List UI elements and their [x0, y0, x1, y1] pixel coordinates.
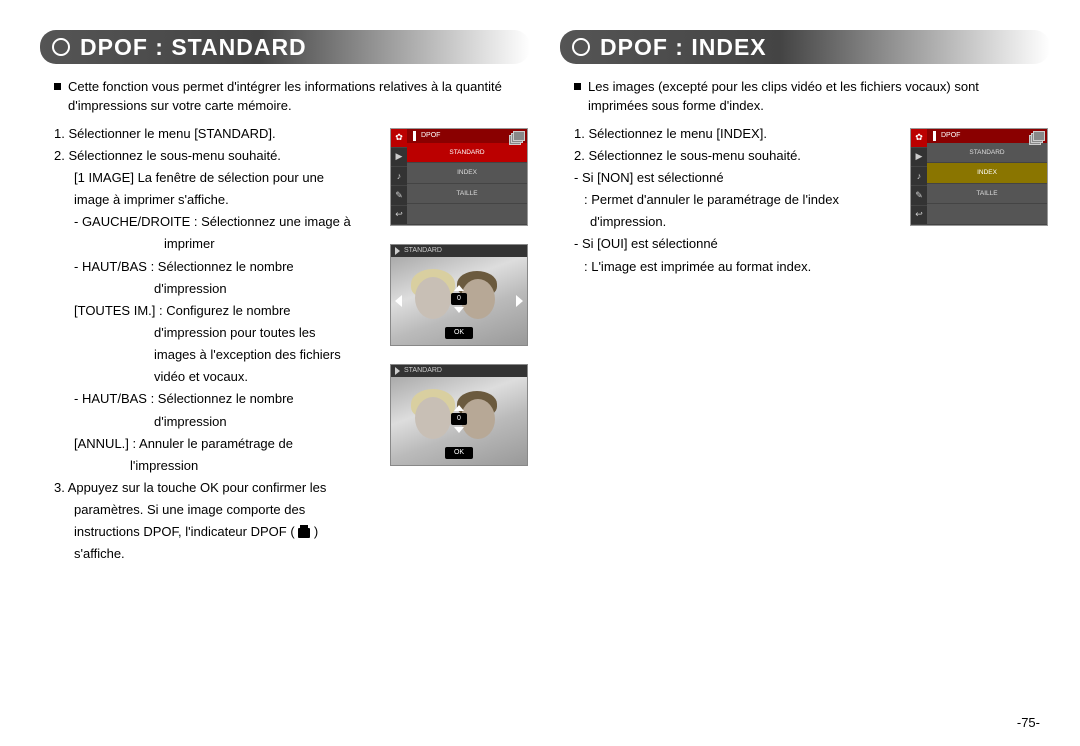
camera-menu-index: ✿ ▶ ♪ ✎ ↩ DPOF STANDARD INDEX TAILLE — [910, 128, 1048, 226]
intro-standard: Cette fonction vous permet d'intégrer le… — [40, 78, 530, 124]
quantity-value: 0 — [451, 413, 467, 425]
play-icon: ▶ — [391, 148, 407, 167]
menu-head-label: DPOF — [941, 132, 960, 139]
line: - Si [NON] est sélectionné — [574, 168, 910, 188]
line: imprimer — [54, 234, 390, 254]
ok-label: OK — [445, 447, 473, 459]
line: - HAUT/BAS : Sélectionnez le nombre — [54, 257, 390, 277]
line: paramètres. Si une image comporte des — [54, 500, 390, 520]
photo-preview-1: STANDARD 0 OK — [390, 244, 528, 346]
title-index: DPOF : INDEX — [600, 34, 767, 61]
title-dot-icon — [52, 38, 70, 56]
column-index: DPOF : INDEX Les images (excepté pour le… — [560, 30, 1050, 567]
menu-row-empty — [927, 204, 1047, 225]
return-icon: ↩ — [911, 206, 927, 225]
line: vidéo et vocaux. — [54, 367, 390, 387]
arrow-down-icon — [454, 307, 464, 313]
sound-icon: ♪ — [391, 167, 407, 186]
intro-index: Les images (excepté pour les clips vidéo… — [560, 78, 1050, 124]
arrow-right-icon — [516, 295, 523, 307]
menu-row-empty — [407, 204, 527, 225]
preview-top: STANDARD — [391, 365, 527, 377]
column-standard: DPOF : STANDARD Cette fonction vous perm… — [40, 30, 530, 567]
page-number: -75- — [1017, 715, 1040, 730]
title-bar-index: DPOF : INDEX — [560, 30, 1050, 64]
intro-text-standard: Cette fonction vous permet d'intégrer le… — [68, 78, 520, 116]
preview-top-label: STANDARD — [404, 247, 442, 254]
line: d'impression. — [574, 212, 910, 232]
line: - HAUT/BAS : Sélectionnez le nombre — [54, 389, 390, 409]
return-icon: ↩ — [391, 206, 407, 225]
play-icon — [395, 247, 400, 255]
line: image à imprimer s'affiche. — [54, 190, 390, 210]
line-part: ) — [310, 524, 318, 539]
menu-sidebar: ✿ ▶ ♪ ✎ ↩ — [911, 129, 927, 225]
menu-row: TAILLE — [927, 184, 1047, 205]
line: d'impression pour toutes les — [54, 323, 390, 343]
arrow-down-icon — [454, 427, 464, 433]
line: - GAUCHE/DROITE : Sélectionnez une image… — [54, 212, 390, 232]
menu-row: INDEX — [407, 163, 527, 184]
cog-icon: ✿ — [911, 129, 927, 148]
play-icon: ▶ — [911, 148, 927, 167]
intro-text-index: Les images (excepté pour les clips vidéo… — [588, 78, 1040, 116]
arrow-up-icon — [454, 285, 464, 291]
camera-menu-standard: ✿ ▶ ♪ ✎ ↩ DPOF STANDARD INDEX TAILLE — [390, 128, 528, 226]
stack-icon — [1029, 131, 1045, 143]
ok-label: OK — [445, 327, 473, 339]
preview-top-label: STANDARD — [404, 367, 442, 374]
tool-icon: ✎ — [911, 186, 927, 205]
menu-sidebar: ✿ ▶ ♪ ✎ ↩ — [391, 129, 407, 225]
menu-row: INDEX — [927, 163, 1047, 184]
line: instructions DPOF, l'indicateur DPOF ( ) — [54, 522, 390, 542]
line: 3. Appuyez sur la touche OK pour confirm… — [54, 478, 390, 498]
menu-head-label: DPOF — [421, 132, 440, 139]
line: : L'image est imprimée au format index. — [574, 257, 910, 277]
photo-preview-2: STANDARD 0 OK — [390, 364, 528, 466]
line: 1. Sélectionner le menu [STANDARD]. — [54, 124, 390, 144]
bullet-icon — [574, 83, 581, 90]
arrow-up-icon — [454, 405, 464, 411]
line: : Permet d'annuler le paramétrage de l'i… — [574, 190, 910, 210]
menu-row: STANDARD — [407, 143, 527, 164]
menu-row: TAILLE — [407, 184, 527, 205]
title-bar-standard: DPOF : STANDARD — [40, 30, 530, 64]
bullet-icon — [54, 83, 61, 90]
line: s'affiche. — [54, 544, 390, 564]
line: [TOUTES IM.] : Configurez le nombre — [54, 301, 390, 321]
line: 1. Sélectionnez le menu [INDEX]. — [574, 124, 910, 144]
line: 2. Sélectionnez le sous-menu souhaité. — [574, 146, 910, 166]
line: d'impression — [54, 279, 390, 299]
body-text-standard: 1. Sélectionner le menu [STANDARD]. 2. S… — [40, 124, 390, 567]
tool-icon: ✎ — [391, 186, 407, 205]
line: - Si [OUI] est sélectionné — [574, 234, 910, 254]
line: images à l'exception des fichiers — [54, 345, 390, 365]
title-dot-icon — [572, 38, 590, 56]
quantity-stepper: 0 — [449, 285, 469, 313]
menu-row: STANDARD — [927, 143, 1047, 164]
preview-top: STANDARD — [391, 245, 527, 257]
sound-icon: ♪ — [911, 167, 927, 186]
printer-icon — [298, 528, 310, 538]
play-icon — [395, 367, 400, 375]
cog-icon: ✿ — [391, 129, 407, 148]
line: l'impression — [54, 456, 390, 476]
stack-icon — [509, 131, 525, 143]
body-text-index: 1. Sélectionnez le menu [INDEX]. 2. Séle… — [560, 124, 910, 279]
line: d'impression — [54, 412, 390, 432]
line: [ANNUL.] : Annuler le paramétrage de — [54, 434, 390, 454]
quantity-value: 0 — [451, 293, 467, 305]
arrow-left-icon — [395, 295, 402, 307]
title-standard: DPOF : STANDARD — [80, 34, 307, 61]
quantity-stepper: 0 — [449, 405, 469, 433]
line-part: instructions DPOF, l'indicateur DPOF ( — [74, 524, 298, 539]
line: [1 IMAGE] La fenêtre de sélection pour u… — [54, 168, 390, 188]
line: 2. Sélectionnez le sous-menu souhaité. — [54, 146, 390, 166]
